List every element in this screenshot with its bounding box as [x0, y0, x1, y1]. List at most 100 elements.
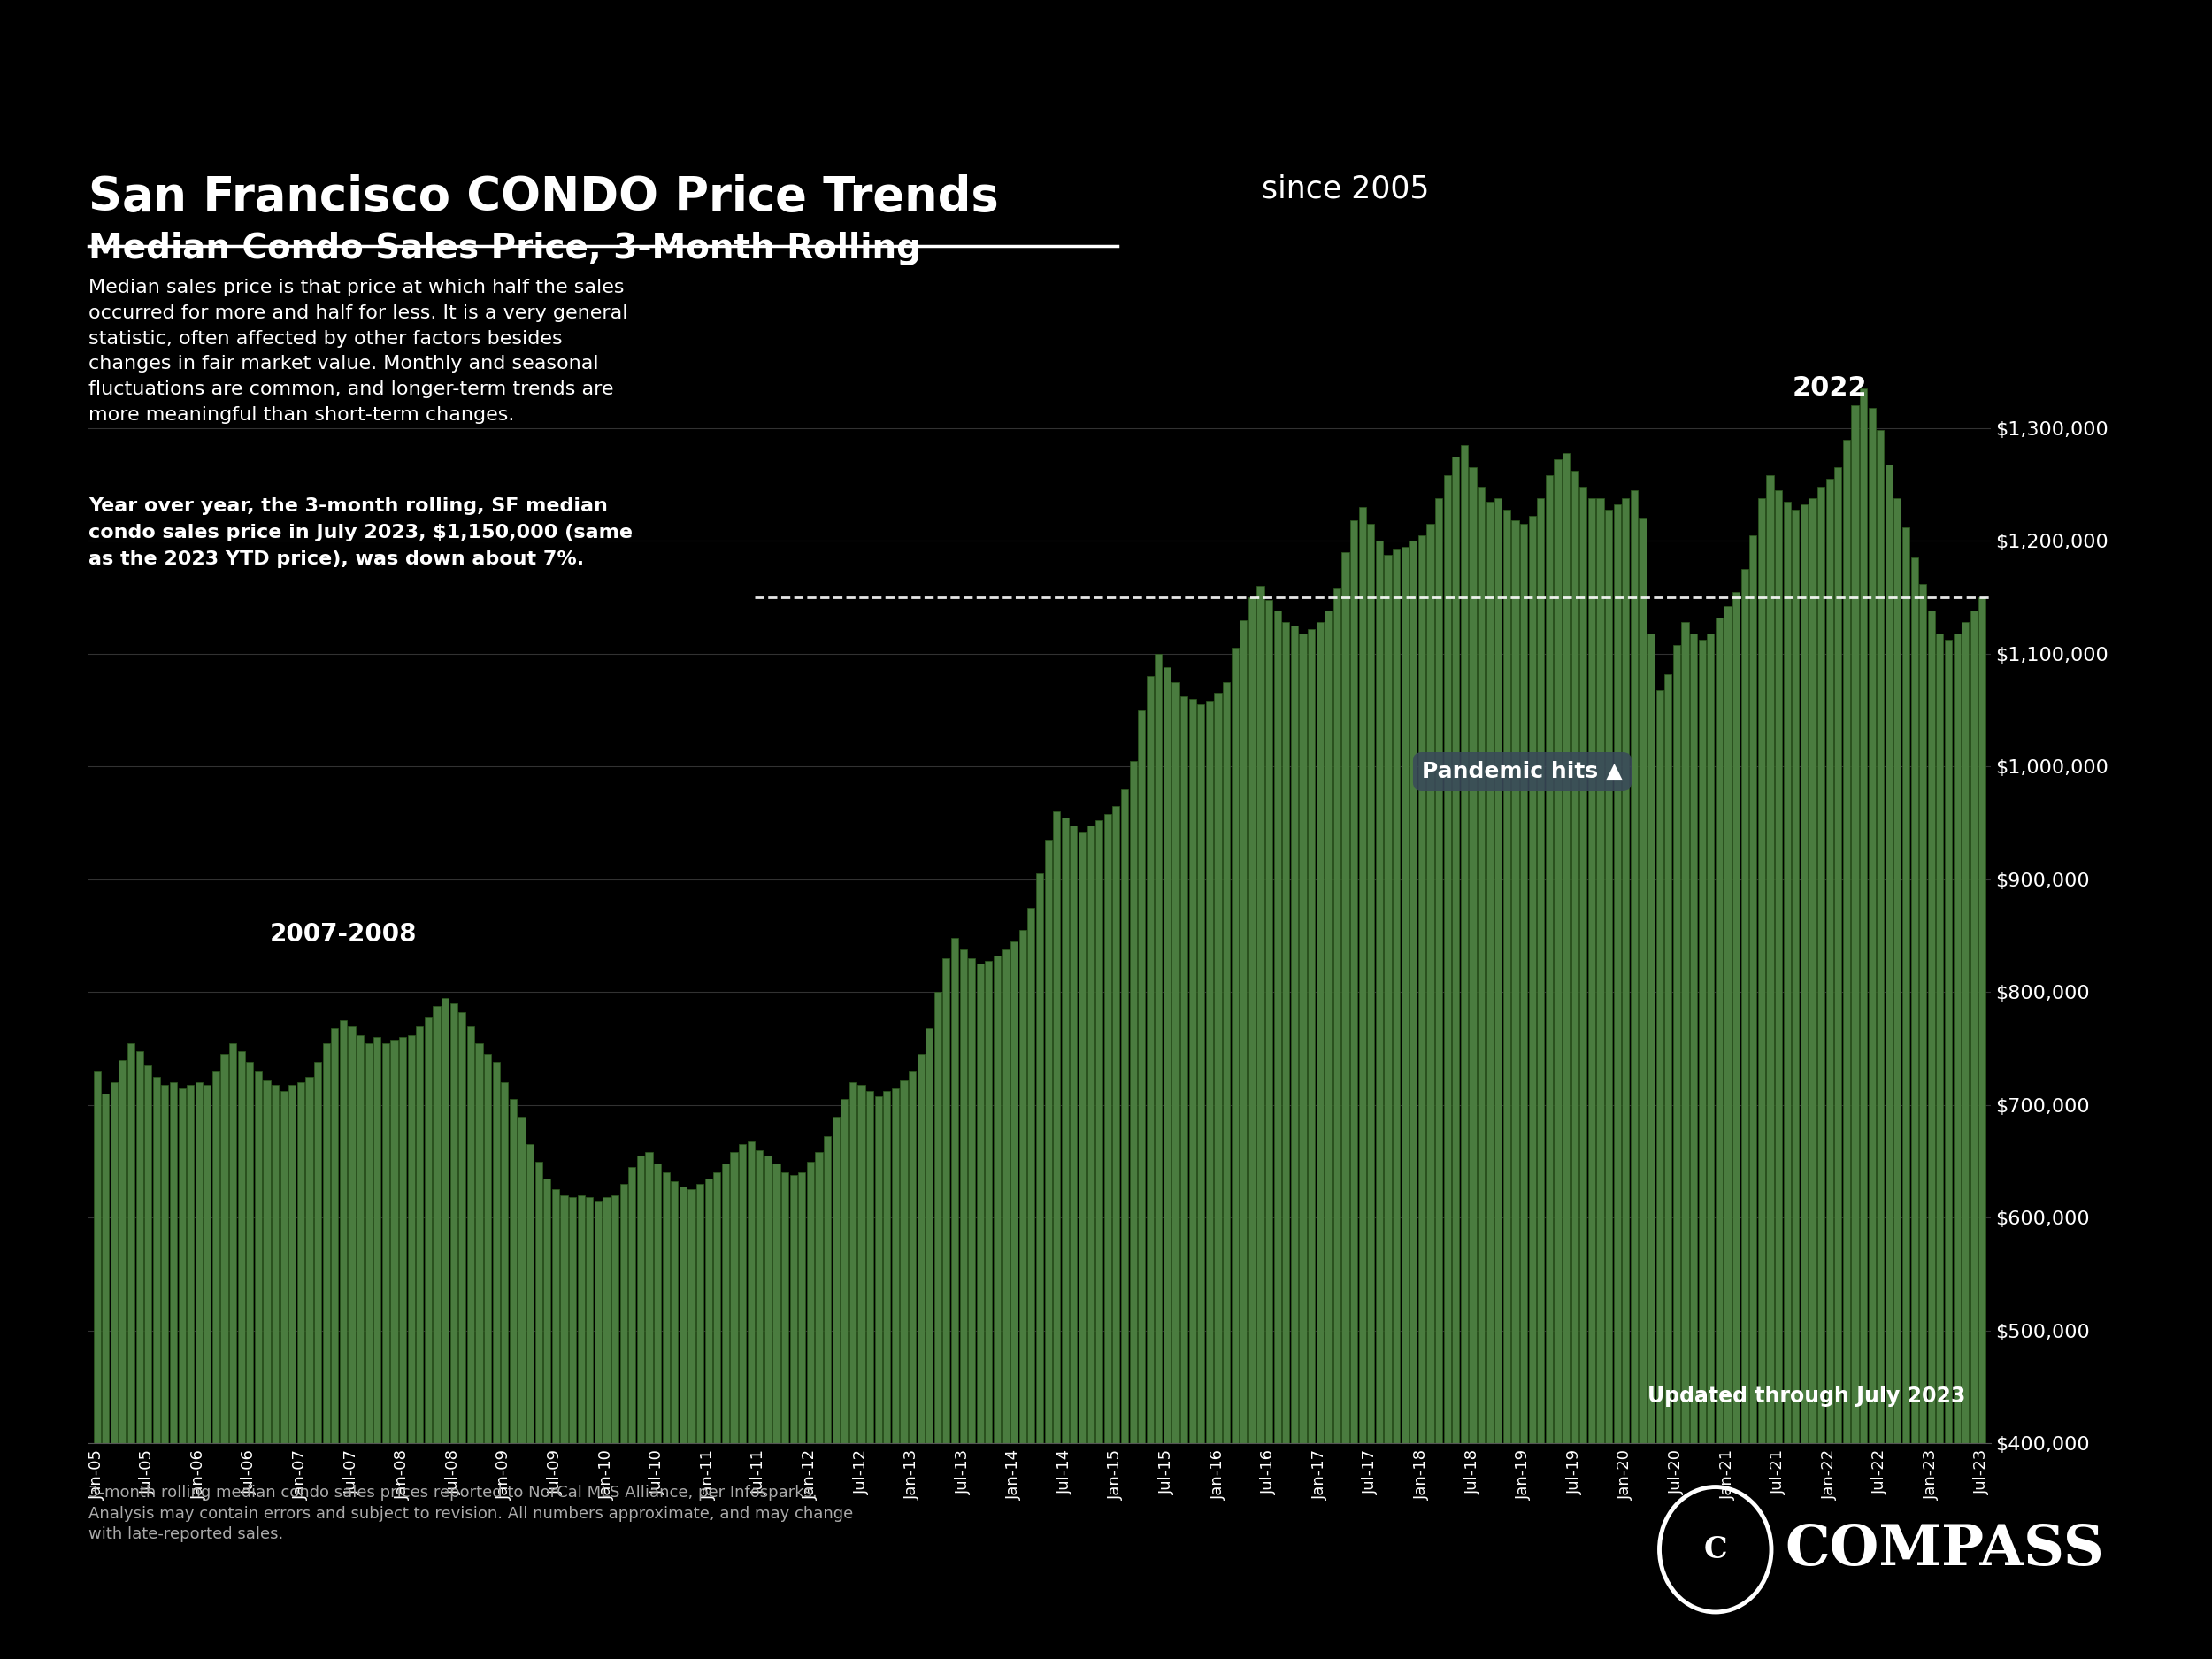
Bar — [1121, 790, 1128, 1659]
Bar — [975, 964, 984, 1659]
Bar — [1436, 498, 1442, 1659]
Bar — [1343, 552, 1349, 1659]
Bar — [526, 1145, 533, 1659]
Bar — [942, 959, 949, 1659]
Bar — [1597, 498, 1604, 1659]
Bar — [1663, 674, 1672, 1659]
Bar — [993, 956, 1000, 1659]
Bar — [1621, 498, 1630, 1659]
Bar — [1002, 949, 1009, 1659]
Bar — [1504, 509, 1511, 1659]
Bar — [111, 1082, 117, 1659]
Bar — [272, 1085, 279, 1659]
Bar — [1486, 501, 1493, 1659]
Bar — [1717, 617, 1723, 1659]
Bar — [1860, 388, 1867, 1659]
Bar — [748, 1141, 754, 1659]
Bar — [655, 1163, 661, 1659]
Bar — [712, 1173, 721, 1659]
Bar — [425, 1017, 431, 1659]
Bar — [951, 937, 958, 1659]
Bar — [356, 1035, 363, 1659]
Bar — [1197, 705, 1206, 1659]
Bar — [1818, 486, 1825, 1659]
Bar — [1639, 518, 1646, 1659]
Bar — [195, 1082, 204, 1659]
Bar — [1690, 634, 1697, 1659]
Bar — [874, 1097, 883, 1659]
Bar — [1834, 468, 1843, 1659]
Bar — [772, 1163, 781, 1659]
Bar — [186, 1085, 195, 1659]
Bar — [1767, 476, 1774, 1659]
Bar — [1086, 825, 1095, 1659]
Bar — [1783, 501, 1790, 1659]
Bar — [1283, 622, 1290, 1659]
Bar — [1214, 693, 1221, 1659]
Bar — [1113, 806, 1119, 1659]
Bar — [1298, 634, 1307, 1659]
Bar — [314, 1062, 321, 1659]
Bar — [661, 1173, 670, 1659]
Bar — [1630, 489, 1637, 1659]
Bar — [281, 1092, 288, 1659]
Bar — [1920, 584, 1927, 1659]
Bar — [1367, 524, 1374, 1659]
Bar — [383, 1044, 389, 1659]
Bar — [1292, 625, 1298, 1659]
Bar — [341, 1020, 347, 1659]
Bar — [1893, 498, 1900, 1659]
Bar — [1071, 825, 1077, 1659]
Bar — [1613, 504, 1621, 1659]
Bar — [1011, 941, 1018, 1659]
Bar — [416, 1025, 422, 1659]
Bar — [1927, 611, 1936, 1659]
Bar — [1130, 761, 1137, 1659]
Bar — [374, 1037, 380, 1659]
Text: 2007-2008: 2007-2008 — [270, 922, 416, 947]
Text: Median Condo Sales Price, 3-Month Rolling: Median Condo Sales Price, 3-Month Rollin… — [88, 232, 920, 265]
Bar — [254, 1072, 261, 1659]
Bar — [670, 1181, 679, 1659]
Bar — [1325, 611, 1332, 1659]
Bar — [1546, 476, 1553, 1659]
Bar — [1944, 640, 1951, 1659]
Bar — [484, 1053, 491, 1659]
Bar — [449, 1004, 458, 1659]
Bar — [1451, 456, 1460, 1659]
Bar — [392, 1040, 398, 1659]
Bar — [909, 1072, 916, 1659]
Bar — [1579, 486, 1586, 1659]
Bar — [1444, 476, 1451, 1659]
Bar — [237, 1050, 246, 1659]
Bar — [1307, 629, 1314, 1659]
Text: C: C — [1703, 1535, 1728, 1564]
Bar — [688, 1190, 695, 1659]
Bar — [1137, 710, 1146, 1659]
Bar — [1876, 430, 1885, 1659]
Bar — [1657, 690, 1663, 1659]
Bar — [646, 1153, 653, 1659]
Bar — [1223, 682, 1230, 1659]
Bar — [918, 1053, 925, 1659]
Bar — [1400, 546, 1409, 1659]
Text: Updated through July 2023: Updated through July 2023 — [1648, 1385, 1964, 1407]
Bar — [1469, 468, 1475, 1659]
Bar — [1358, 508, 1367, 1659]
Bar — [476, 1044, 482, 1659]
Bar — [790, 1175, 796, 1659]
Bar — [305, 1077, 312, 1659]
Bar — [1801, 504, 1807, 1659]
Bar — [1053, 811, 1060, 1659]
Bar — [535, 1161, 542, 1659]
Bar — [799, 1173, 805, 1659]
Bar — [1181, 697, 1188, 1659]
Bar — [1774, 489, 1783, 1659]
Bar — [1232, 649, 1239, 1659]
Bar — [1606, 509, 1613, 1659]
Bar — [1188, 698, 1197, 1659]
Bar — [1511, 521, 1520, 1659]
Bar — [1095, 821, 1104, 1659]
Bar — [544, 1178, 551, 1659]
Bar — [500, 1082, 509, 1659]
